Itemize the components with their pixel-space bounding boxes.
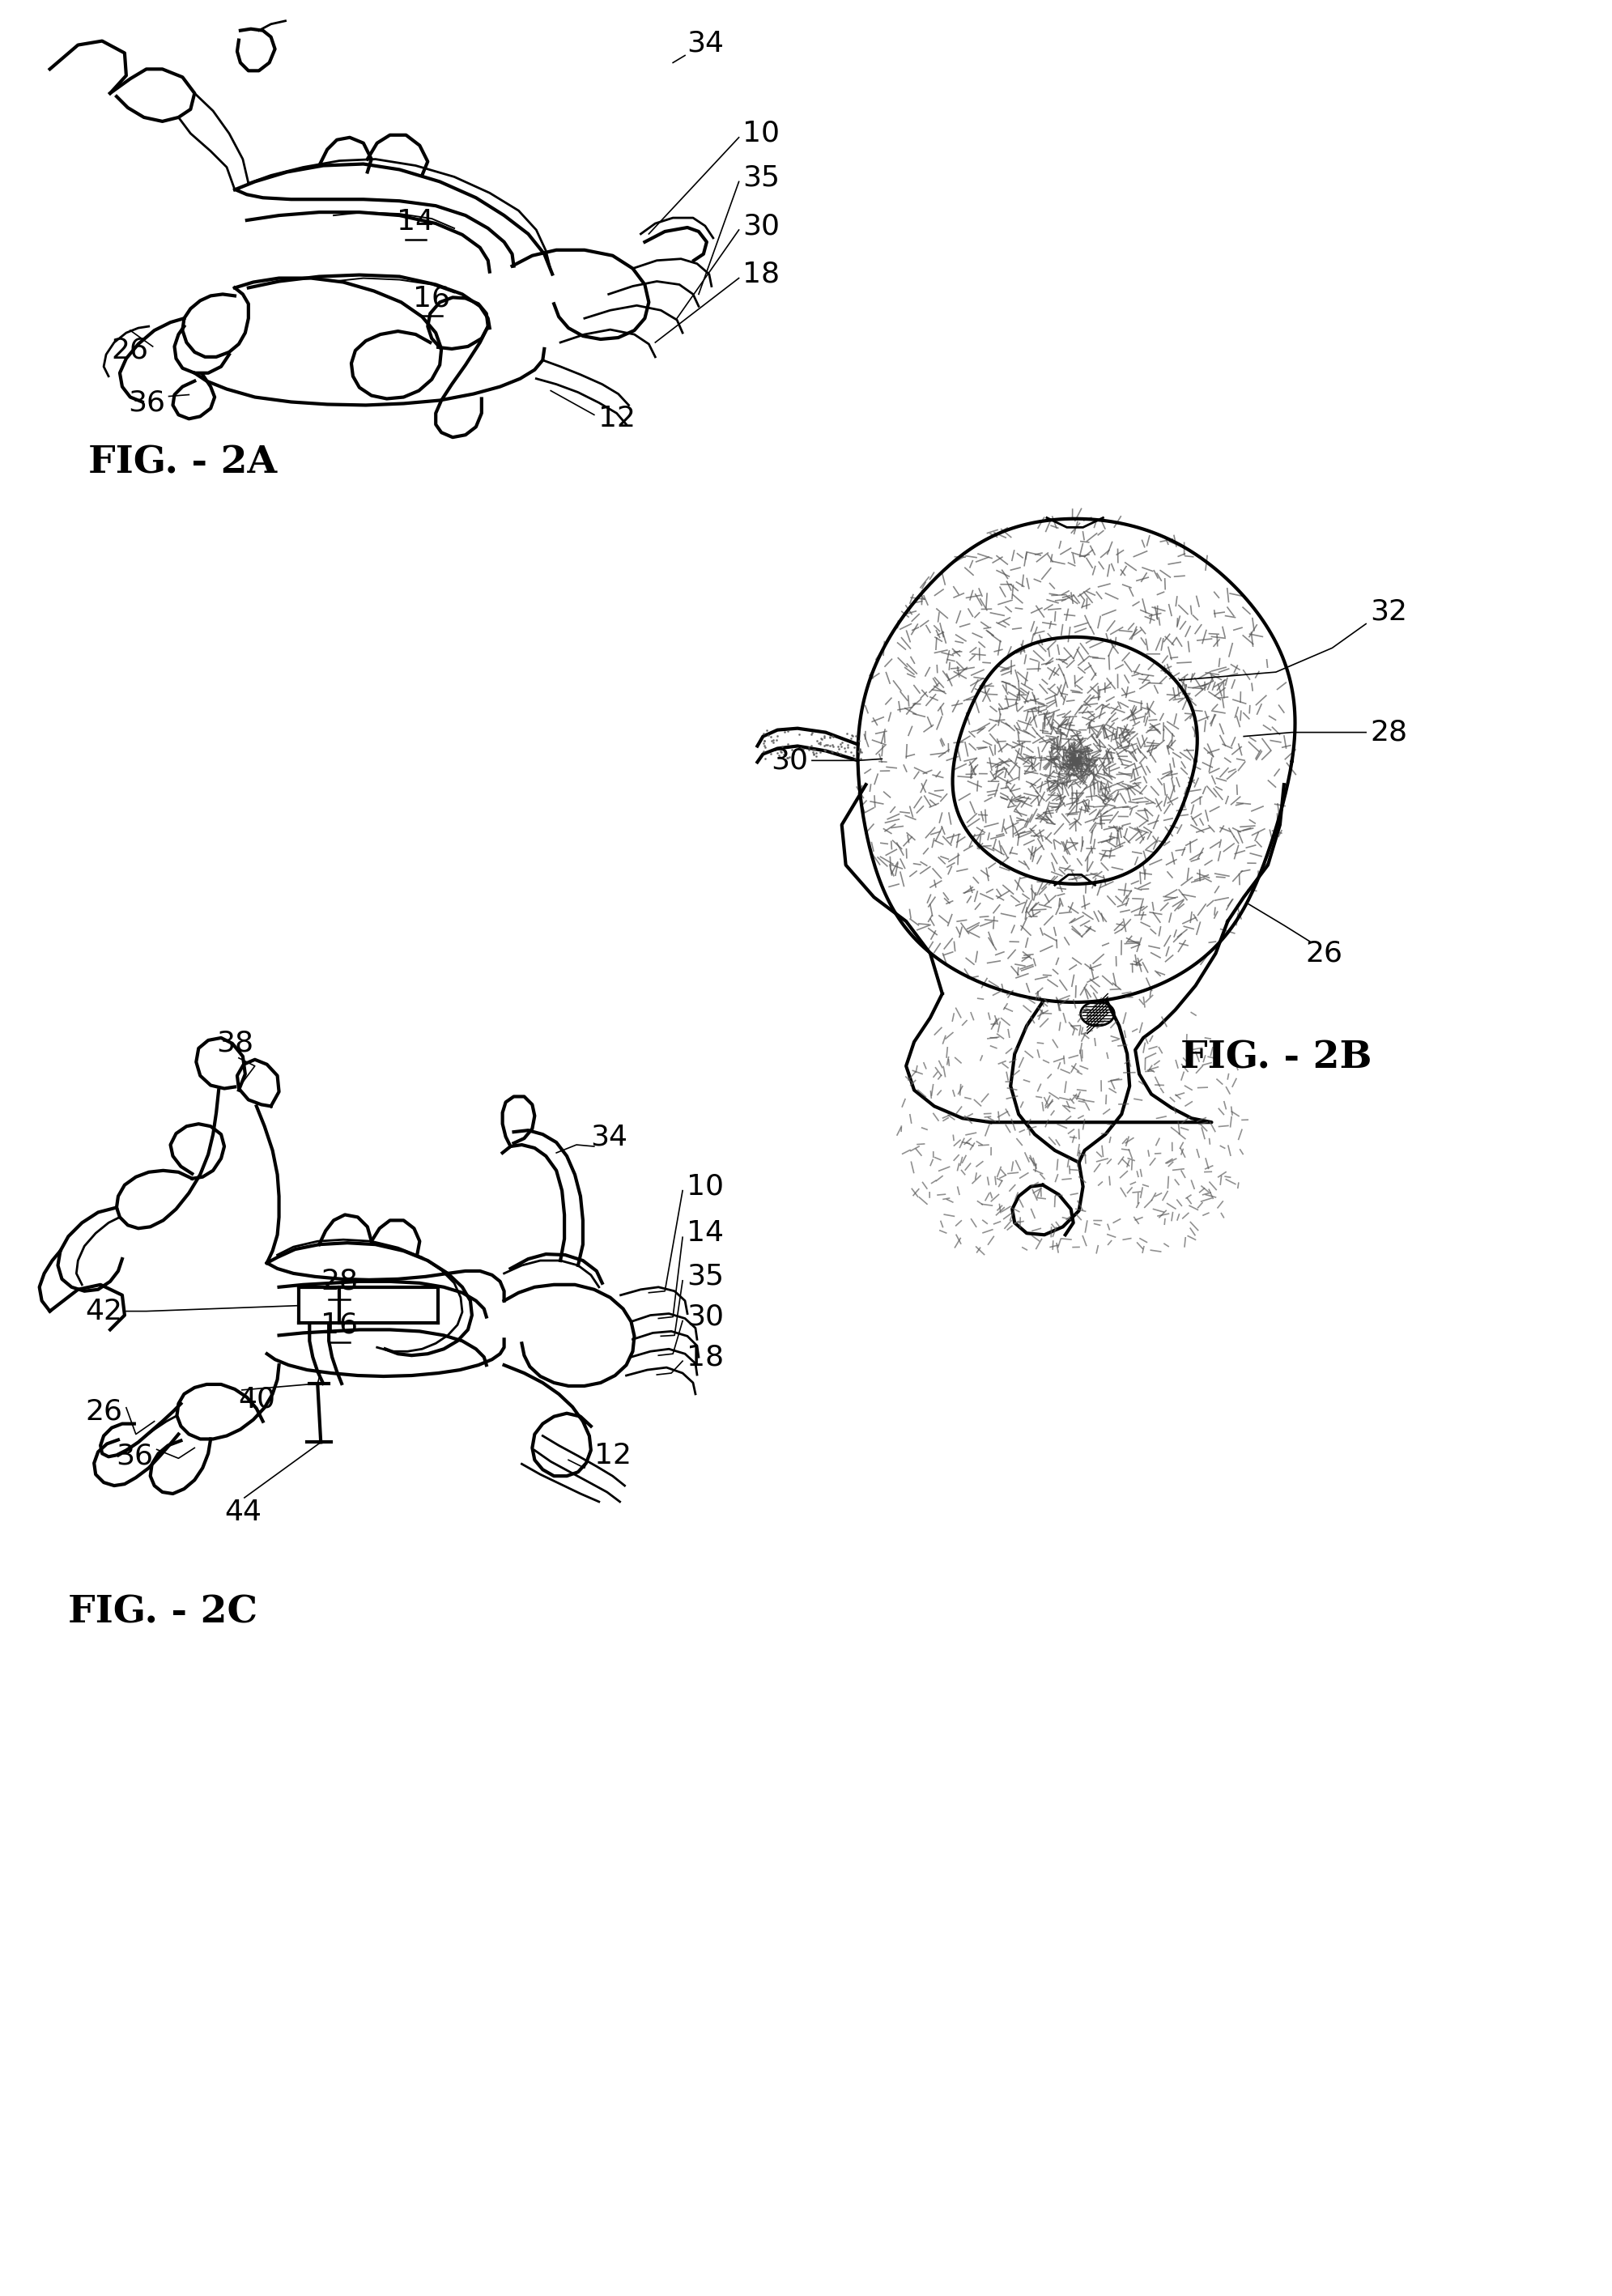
Text: 10: 10 bbox=[687, 1173, 724, 1201]
Text: 30: 30 bbox=[687, 1304, 724, 1332]
Text: 42: 42 bbox=[85, 1297, 123, 1325]
Text: 30: 30 bbox=[771, 746, 808, 774]
Text: 18: 18 bbox=[687, 1343, 724, 1371]
Text: 28: 28 bbox=[321, 1267, 358, 1295]
Text: 16: 16 bbox=[413, 285, 450, 312]
Text: 30: 30 bbox=[743, 211, 780, 239]
Text: 35: 35 bbox=[743, 163, 780, 191]
Text: 36: 36 bbox=[116, 1442, 153, 1469]
Text: 14: 14 bbox=[397, 209, 434, 236]
Text: FIG. - 2C: FIG. - 2C bbox=[68, 1593, 258, 1630]
Text: 44: 44 bbox=[224, 1499, 261, 1527]
Text: 26: 26 bbox=[111, 338, 148, 365]
Text: 16: 16 bbox=[321, 1311, 358, 1339]
Text: 26: 26 bbox=[85, 1398, 123, 1426]
Text: 35: 35 bbox=[687, 1263, 724, 1290]
Text: 26: 26 bbox=[1306, 939, 1343, 967]
Text: 10: 10 bbox=[743, 119, 780, 147]
Text: FIG. - 2A: FIG. - 2A bbox=[89, 445, 277, 482]
Text: 14: 14 bbox=[687, 1219, 724, 1247]
Text: 28: 28 bbox=[1370, 719, 1407, 746]
Text: FIG. - 2B: FIG. - 2B bbox=[1180, 1040, 1372, 1077]
Text: 40: 40 bbox=[239, 1387, 276, 1414]
Text: 18: 18 bbox=[743, 259, 780, 287]
Text: 32: 32 bbox=[1370, 597, 1407, 625]
Text: 36: 36 bbox=[127, 388, 164, 416]
Text: 12: 12 bbox=[598, 404, 635, 432]
Text: 38: 38 bbox=[216, 1029, 253, 1056]
Text: 12: 12 bbox=[593, 1442, 632, 1469]
Text: 34: 34 bbox=[687, 30, 724, 57]
Text: 34: 34 bbox=[590, 1123, 627, 1150]
